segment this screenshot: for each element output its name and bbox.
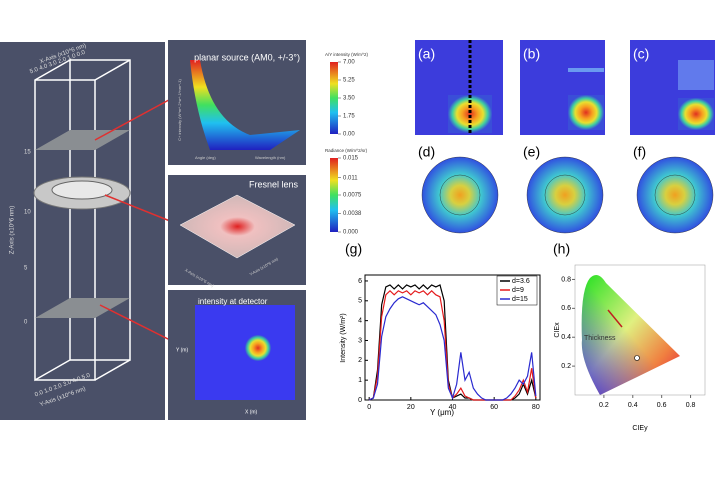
inset-axis: Angle (deg) (195, 155, 216, 160)
colorbar-title: Radiance (W/m^2/sr) (325, 148, 368, 153)
colorbar-tick-label: 3.50 (343, 96, 355, 102)
panel-label: (e) (523, 144, 540, 160)
cie-gamut-blue (581, 274, 680, 395)
sim-panel (0, 42, 165, 420)
inset-title: intensity at detector (198, 297, 268, 306)
detector-spot (245, 335, 271, 361)
y-tick-label: 0.2 (561, 363, 571, 370)
colorbar-title: A/Y intensity (W/m^2) (325, 52, 369, 57)
inset-axis: Y (m) (176, 347, 188, 353)
y-tick-label: 1 (358, 377, 362, 384)
x-axis-title: Y (μm) (430, 408, 454, 417)
panel-label: (d) (418, 144, 435, 160)
y-tick-label: 3 (358, 337, 362, 344)
thickness-arrow (607, 309, 623, 328)
colorbar-tick-label: 1.75 (343, 114, 355, 120)
colorbar-tick-label: 0.000 (343, 230, 359, 236)
inset-axis: X (m) (245, 409, 258, 415)
inset-axis: Wavelength (nm) (255, 155, 286, 160)
colorbar-tick-label: 0.015 (343, 156, 359, 162)
x-tick-label: 60 (490, 404, 498, 411)
detector-map (195, 305, 295, 400)
colorbar-tick-label: 7.00 (343, 60, 355, 66)
y-tick-label: 6 (358, 278, 362, 285)
panel-label: (b) (523, 46, 540, 62)
x-tick-label: 0.6 (657, 402, 667, 409)
panel-label: (g) (345, 241, 362, 257)
colorbar-tick-label: 0.011 (343, 175, 358, 181)
panel-label: (c) (633, 46, 649, 62)
source-plane (35, 130, 130, 150)
panels-abc (415, 40, 715, 135)
x-tick-label: 0.4 (628, 402, 638, 409)
z-tick: 0 (24, 320, 28, 326)
inset-title: Fresnel lens (249, 179, 299, 189)
box-frame (34, 58, 131, 382)
legend-label: d=3.6 (512, 278, 530, 285)
x-axis-title: CIEy (632, 425, 648, 432)
detector-plane (35, 298, 130, 318)
z-tick: 5 (24, 266, 28, 272)
x-tick-label: 0.2 (599, 402, 609, 409)
white-point (634, 355, 640, 361)
colorbar (330, 158, 338, 232)
x-tick-label: 20 (407, 404, 415, 411)
panels-def (421, 156, 714, 234)
x-tick-label: 0.8 (686, 402, 696, 409)
series-line (368, 290, 537, 401)
panel-label: (f) (633, 144, 646, 160)
inset-axis: C+ intensity (W*m^-2*sr^-1*nm^-1) (177, 78, 182, 140)
x-tick-label: 40 (449, 404, 457, 411)
colorbar (330, 62, 338, 134)
colorbar-tick-label: 5.25 (343, 78, 355, 84)
y-tick-label: 0.8 (561, 276, 571, 283)
panel-label: (a) (418, 46, 435, 62)
y-tick-label: 4 (358, 317, 362, 324)
y-tick-label: 0.4 (561, 334, 571, 341)
lens-surface (179, 194, 296, 259)
y-axis-title: Intensity (W/m²) (340, 313, 347, 362)
colorbar-tick-label: 0.0038 (343, 211, 362, 217)
panel-label: (h) (553, 241, 570, 257)
x-tick-label: 80 (532, 404, 540, 411)
legend-label: d=9 (512, 287, 524, 294)
arrows (94, 94, 181, 346)
y-tick-label: 5 (358, 298, 362, 305)
annotation: Thickness (584, 335, 616, 342)
source-surface (190, 60, 300, 150)
legend-label: d=15 (512, 296, 528, 303)
inset-title: planar source (AM0, +/-3°) (194, 52, 300, 62)
y-tick-label: 0 (358, 397, 362, 404)
y-tick-label: 2 (358, 357, 362, 364)
z-axis-title: Z-Axis (x10^6 nm) (10, 206, 16, 255)
colorbar-tick-label: 0.0075 (343, 193, 362, 199)
lens-ring (51, 180, 113, 200)
cie-frame (574, 264, 706, 396)
colorbar-tick-label: 0.00 (343, 132, 355, 138)
series-line (368, 296, 537, 401)
y-axis-title: CIEx (554, 322, 561, 338)
z-tick: 15 (24, 150, 31, 156)
y-tick-label: 0.6 (561, 305, 571, 312)
z-tick: 10 (24, 210, 31, 216)
x-tick-label: 0 (367, 404, 371, 411)
